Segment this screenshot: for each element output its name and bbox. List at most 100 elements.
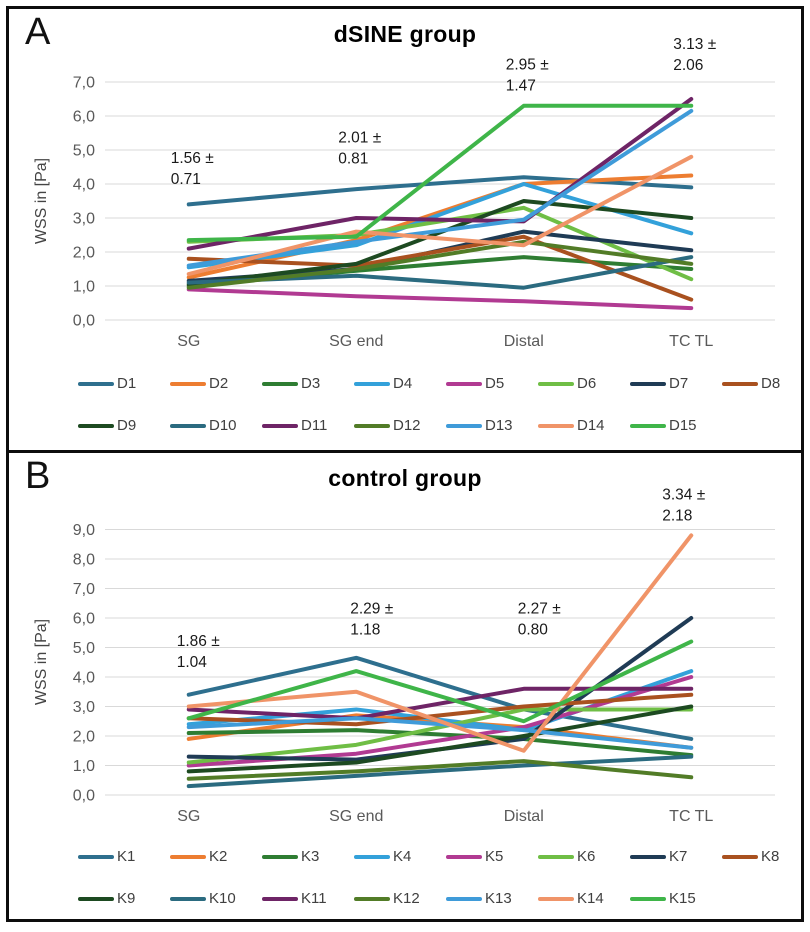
legend-line-swatch [538, 423, 574, 429]
legend-item-K13: K13 [446, 890, 538, 908]
legend-item-K5: K5 [446, 848, 538, 866]
x-tick-label: SG [177, 808, 200, 825]
y-tick-label: 9,0 [73, 522, 95, 539]
x-tick-label: TC TL [669, 333, 713, 350]
legend-line-swatch [170, 896, 206, 902]
y-tick-label: 3,0 [73, 211, 95, 228]
legend-item-K14: K14 [538, 890, 630, 908]
legend-item-D7: D7 [630, 375, 722, 393]
legend-item-D12: D12 [354, 417, 446, 435]
legend-row: K9 K10 K11 K12 K13 K14 K15 [78, 890, 810, 908]
legend-label: D15 [669, 417, 697, 434]
legend-item-K7: K7 [630, 848, 722, 866]
legend-label: D11 [301, 417, 328, 434]
mean-annotation: 2.01 ± [338, 130, 381, 147]
legend-row: D9 D10 D11 D12 D13 D14 D15 [78, 417, 810, 435]
panel-a-title: dSINE group [333, 21, 477, 47]
legend-item-D14: D14 [538, 417, 630, 435]
legend-line-swatch [722, 381, 758, 387]
panel-a-letter: A [25, 11, 51, 53]
y-tick-label: 0,0 [73, 788, 95, 805]
series-line-D2 [186, 173, 694, 280]
mean-annotation: 1.04 [177, 654, 208, 671]
y-tick-label: 7,0 [73, 75, 95, 92]
legend-item-D15: D15 [630, 417, 722, 435]
y-tick-label: 3,0 [73, 699, 95, 716]
y-tick-label: 7,0 [73, 581, 95, 598]
legend-item-D11: D11 [262, 417, 354, 435]
legend-label: K4 [393, 848, 412, 865]
series-line-D1 [186, 175, 694, 207]
y-tick-label: 0,0 [73, 313, 95, 330]
legend-label: K8 [761, 848, 780, 865]
x-tick-label: SG end [329, 333, 383, 350]
legend-row: K1 K2 K3 K4 K5 K6 K7 K8 [78, 848, 810, 866]
legend-b: K1 K2 K3 K4 K5 K6 K7 K8 K9 K10 K11 K12 K13 K14 K15 [78, 848, 810, 932]
series-line-D11 [186, 97, 694, 251]
legend-a: D1 D2 D3 D4 D5 D6 D7 D8 D9 D10 D11 D12 D13 D14 D15 [78, 375, 810, 459]
mean-annotation: 0.81 [338, 151, 368, 168]
legend-label: D4 [393, 375, 413, 392]
y-tick-label: 6,0 [73, 109, 95, 126]
legend-label: K1 [117, 848, 136, 865]
mean-annotation: 0.80 [518, 621, 549, 638]
legend-line-swatch [630, 381, 666, 387]
legend-item-D13: D13 [446, 417, 538, 435]
series-line-K6 [186, 707, 694, 765]
legend-label: D12 [393, 417, 421, 434]
legend-label: D10 [209, 417, 237, 434]
legend-item-K11: K11 [262, 890, 354, 908]
x-tick-label: Distal [504, 333, 544, 350]
y-tick-label: 8,0 [73, 552, 95, 569]
legend-line-swatch [446, 423, 482, 429]
legend-line-swatch [354, 896, 390, 902]
legend-label: D7 [669, 375, 689, 392]
series-line-D5 [186, 287, 694, 311]
legend-label: K15 [669, 890, 696, 907]
legend-line-swatch [170, 423, 206, 429]
legend-line-swatch [446, 896, 482, 902]
legend-item-K6: K6 [538, 848, 630, 866]
series-line-K9 [186, 704, 694, 774]
mean-annotation: 2.06 [673, 57, 703, 74]
mean-annotation: 2.95 ± [506, 57, 549, 74]
legend-item-D10: D10 [170, 417, 262, 435]
legend-item-K3: K3 [262, 848, 354, 866]
series-line-K14 [186, 533, 694, 753]
legend-line-swatch [722, 854, 758, 860]
legend-item-K8: K8 [722, 848, 810, 866]
legend-item-D5: D5 [446, 375, 538, 393]
panel-a: A dSINE group WSS in [Pa] 0,0 1,0 2,0 3,0 4,… [9, 9, 801, 450]
legend-label: K6 [577, 848, 596, 865]
legend-item-D3: D3 [262, 375, 354, 393]
legend-line-swatch [538, 381, 574, 387]
series-line-K12 [186, 759, 694, 781]
legend-label: D14 [577, 417, 605, 434]
series-line-D15 [186, 103, 694, 243]
legend-line-swatch [262, 854, 298, 860]
legend-item-D2: D2 [170, 375, 262, 393]
legend-label: D6 [577, 375, 597, 392]
legend-label: D9 [117, 417, 137, 434]
series-line-D12 [186, 239, 694, 290]
legend-line-swatch [354, 381, 390, 387]
legend-line-swatch [78, 896, 114, 902]
series-line-K15 [186, 639, 694, 724]
legend-line-swatch [78, 381, 114, 387]
mean-annotation: 1.56 ± [171, 150, 214, 167]
y-tick-label: 4,0 [73, 177, 95, 194]
legend-item-K2: K2 [170, 848, 262, 866]
legend-line-swatch [538, 896, 574, 902]
series-line-K11 [186, 686, 694, 721]
series-line-K3 [186, 728, 694, 758]
mean-annotation: 1.86 ± [177, 633, 220, 650]
legend-row: D1 D2 D3 D4 D5 D6 D7 D8 [78, 375, 810, 393]
legend-label: K3 [301, 848, 320, 865]
legend-item-K4: K4 [354, 848, 446, 866]
series-line-K1 [186, 655, 694, 741]
legend-label: K9 [117, 890, 136, 907]
y-tick-label: 1,0 [73, 758, 95, 775]
legend-line-swatch [262, 381, 298, 387]
legend-label: D3 [301, 375, 321, 392]
legend-label: D2 [209, 375, 229, 392]
